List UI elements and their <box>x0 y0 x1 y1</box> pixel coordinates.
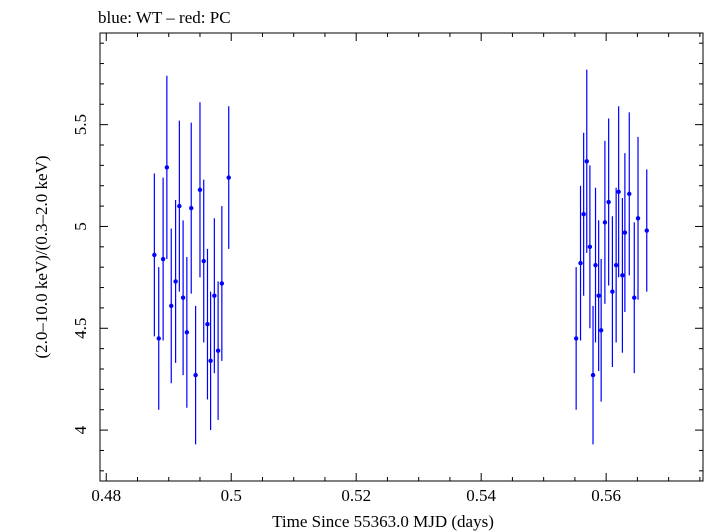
point-marker <box>226 175 231 180</box>
data-point <box>189 122 194 294</box>
point-marker <box>201 258 206 264</box>
point-marker <box>189 205 194 211</box>
data-point <box>635 136 641 300</box>
data-point <box>205 248 210 400</box>
point-marker <box>584 159 589 164</box>
point-marker <box>152 252 157 258</box>
point-marker <box>578 260 583 266</box>
point-marker <box>632 295 637 300</box>
data-point <box>212 218 217 374</box>
data-point <box>208 291 213 431</box>
point-marker <box>606 199 611 205</box>
point-marker <box>160 256 166 262</box>
point-marker <box>164 165 170 170</box>
data-point <box>644 169 649 292</box>
plot-frame <box>99 32 704 482</box>
data-point <box>602 140 608 304</box>
point-marker <box>205 322 210 327</box>
data-point <box>616 106 621 278</box>
data-point <box>184 257 190 408</box>
data-point <box>578 185 583 341</box>
y-axis-label: (2.0–10.0 keV)/(0.3–2.0 keV) <box>32 155 51 358</box>
data-point <box>632 222 637 374</box>
data-point <box>598 259 604 402</box>
x-tick-label: 0.52 <box>341 486 371 505</box>
data-point <box>627 112 632 276</box>
data-point <box>573 267 579 410</box>
point-marker <box>616 189 621 195</box>
point-marker <box>581 212 586 217</box>
data-point <box>160 177 166 341</box>
y-tick-label: 4 <box>71 425 90 434</box>
point-marker <box>635 216 641 221</box>
data-point <box>215 281 221 420</box>
data-point <box>193 305 198 445</box>
data-point <box>587 165 593 329</box>
point-marker <box>156 336 161 341</box>
data-point <box>156 267 161 410</box>
point-marker <box>219 281 225 286</box>
data-point <box>610 216 615 367</box>
point-marker <box>587 244 593 250</box>
point-marker <box>184 330 190 335</box>
point-marker <box>627 191 632 197</box>
data-point <box>581 132 586 296</box>
point-marker <box>596 293 601 298</box>
data-point <box>620 197 625 353</box>
point-marker <box>622 230 628 235</box>
data-point <box>164 75 170 260</box>
point-marker <box>598 328 604 333</box>
data-point <box>177 120 182 292</box>
data-point <box>596 220 601 372</box>
data-point <box>169 228 174 384</box>
point-marker <box>212 293 217 298</box>
data-points <box>152 69 649 445</box>
x-tick-label: 0.54 <box>466 486 496 505</box>
data-point <box>152 173 157 337</box>
data-point <box>622 153 628 312</box>
data-point <box>584 69 589 253</box>
y-tick-label: 4.5 <box>71 318 90 339</box>
point-marker <box>590 372 596 378</box>
data-point <box>593 187 598 343</box>
point-marker <box>593 262 598 268</box>
point-marker <box>169 303 174 309</box>
data-point <box>226 106 231 249</box>
data-point <box>219 206 225 361</box>
data-point <box>613 187 619 343</box>
point-marker <box>613 262 619 268</box>
point-marker <box>573 336 579 341</box>
data-point <box>590 305 596 445</box>
point-marker <box>177 203 182 209</box>
point-marker <box>620 273 625 278</box>
point-marker <box>193 372 198 378</box>
data-point <box>180 220 186 376</box>
x-tick-label: 0.5 <box>221 486 242 505</box>
y-tick-label: 5 <box>71 222 90 231</box>
data-point <box>201 179 206 343</box>
y-tick-label: 5.5 <box>71 114 90 135</box>
point-marker <box>173 279 178 284</box>
chart-title: blue: WT – red: PC <box>98 8 231 27</box>
data-point <box>173 199 178 363</box>
point-marker <box>215 348 221 353</box>
point-marker <box>208 358 213 364</box>
point-marker <box>180 295 186 300</box>
x-axis-label: Time Since 55363.0 MJD (days) <box>272 512 494 531</box>
x-axis-ticks: 0.48 0.5 0.52 0.54 0.56 <box>91 33 701 505</box>
y-axis-ticks: 4 4.5 5 5.5 <box>71 42 703 472</box>
point-marker <box>602 220 608 225</box>
data-point <box>606 118 611 286</box>
x-tick-label: 0.48 <box>91 486 121 505</box>
x-tick-label: 0.56 <box>591 486 621 505</box>
point-marker <box>197 187 203 192</box>
point-marker <box>644 228 649 233</box>
point-marker <box>610 289 615 294</box>
data-point <box>197 102 203 278</box>
